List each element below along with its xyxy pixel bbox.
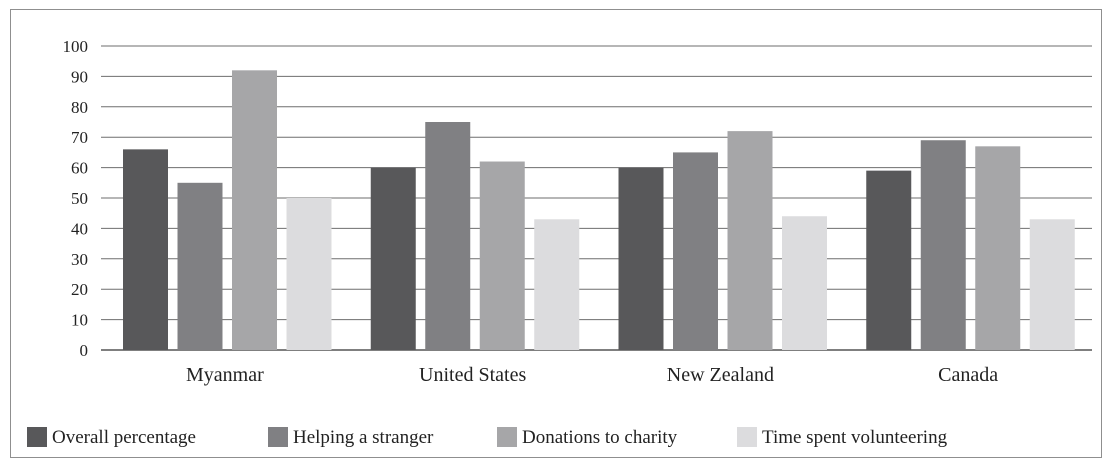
y-tick-label: 10 (71, 311, 88, 330)
y-tick-label: 100 (63, 37, 89, 56)
x-category-label: Myanmar (186, 364, 264, 386)
y-tick-label: 20 (71, 280, 88, 299)
y-tick-label: 30 (71, 250, 88, 269)
bar (479, 161, 525, 350)
bar (123, 149, 168, 350)
bar (618, 167, 664, 350)
y-tick-label: 50 (71, 189, 88, 208)
bar (534, 219, 580, 350)
bar (425, 122, 471, 350)
y-tick-label: 80 (71, 98, 88, 117)
y-tick-label: 70 (71, 128, 88, 147)
legend-label: Helping a stranger (293, 427, 434, 448)
x-category-label: United States (419, 364, 526, 386)
bar (975, 146, 1021, 350)
bar (232, 70, 277, 350)
bar (1029, 219, 1075, 350)
legend-swatch (268, 427, 288, 447)
bar (920, 140, 966, 350)
legend-label: Time spent volunteering (762, 427, 948, 448)
legend-swatch (737, 427, 757, 447)
legend-label: Donations to charity (522, 427, 678, 448)
y-tick-label: 40 (71, 219, 88, 238)
legend-swatch (27, 427, 47, 447)
bar (370, 167, 416, 350)
x-category-label: Canada (938, 364, 998, 386)
legend-swatch (497, 427, 517, 447)
x-category-label: New Zealand (667, 364, 774, 386)
bar (727, 131, 773, 350)
legend-label: Overall percentage (52, 427, 196, 448)
y-tick-label: 0 (80, 341, 89, 360)
bar (286, 198, 332, 350)
y-tick-label: 60 (71, 159, 88, 178)
y-tick-label: 90 (71, 67, 88, 86)
bar (673, 152, 718, 350)
bar (782, 216, 827, 350)
bar (177, 182, 223, 350)
bar (866, 170, 912, 350)
